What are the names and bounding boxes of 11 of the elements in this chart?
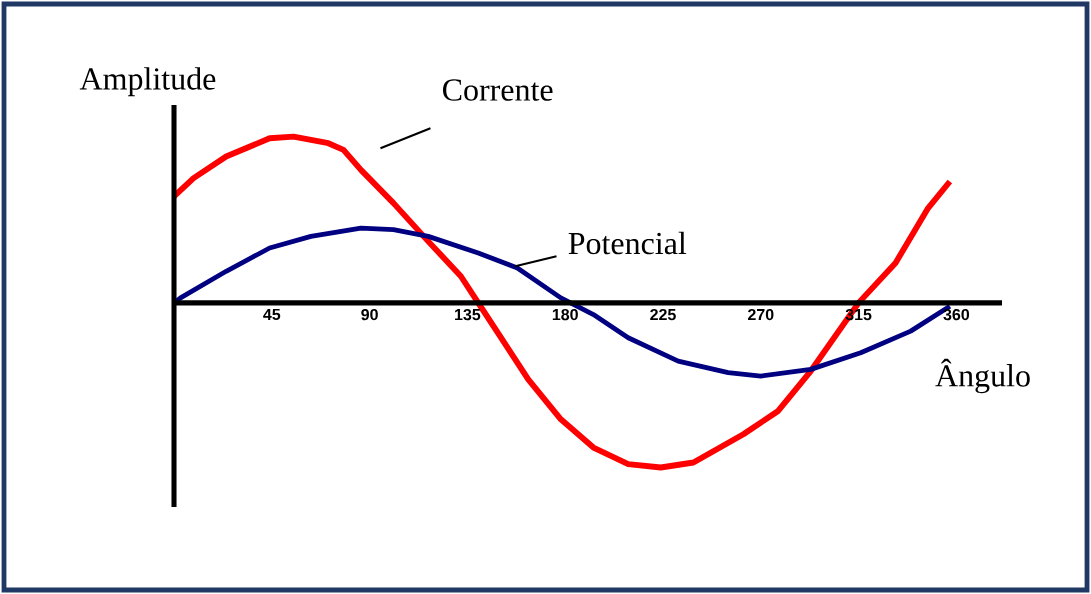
series-label: Potencial — [568, 231, 687, 255]
x-tick-label: 360 — [943, 308, 970, 321]
x-tick-label: 135 — [455, 308, 481, 321]
x-tick-label: 90 — [361, 308, 378, 321]
x-tick-label: 270 — [747, 308, 774, 321]
y-axis-title: Amplitude — [79, 67, 216, 97]
x-tick-label: 45 — [263, 308, 281, 321]
x-axis-title: Ângulo — [935, 358, 1030, 394]
x-tick-label: 225 — [650, 308, 676, 321]
x-tick-label: 180 — [552, 308, 578, 321]
text: Corrente — [442, 79, 553, 101]
